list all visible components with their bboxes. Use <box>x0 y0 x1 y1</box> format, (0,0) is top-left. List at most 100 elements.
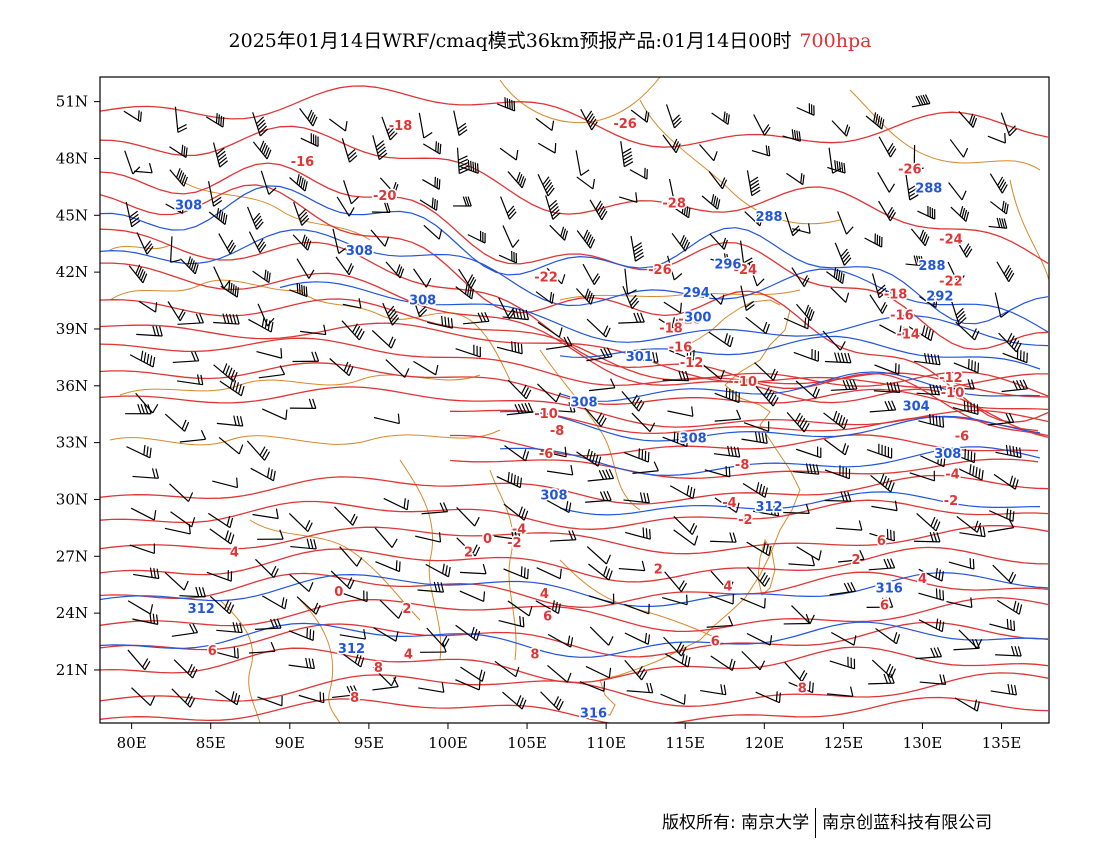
wind-barb <box>782 129 802 142</box>
wind-barb <box>335 256 354 276</box>
wind-barb <box>948 182 967 201</box>
wind-barb <box>742 482 768 498</box>
lat-label: 39N <box>56 320 88 338</box>
height-contour-label: 308 <box>175 199 202 214</box>
wind-barb <box>709 233 728 250</box>
wind-barb <box>540 446 567 458</box>
wind-barb <box>132 468 160 479</box>
wind-barb <box>788 555 815 567</box>
wind-barb <box>174 106 188 133</box>
wind-barb <box>913 531 941 543</box>
wind-barb <box>289 573 314 592</box>
isotherm-label: -22 <box>534 271 558 286</box>
wind-barb <box>911 94 931 108</box>
height-contour-label: 316 <box>876 581 903 596</box>
wind-barb <box>576 448 602 467</box>
wind-barb <box>138 300 158 313</box>
wind-barb <box>743 421 770 432</box>
wind-barb <box>909 470 936 482</box>
height-contour-line <box>100 621 1049 658</box>
wind-barb <box>662 370 690 382</box>
wind-barb <box>342 298 362 309</box>
wind-barb <box>662 594 688 606</box>
wind-barb <box>669 485 696 499</box>
wind-barb <box>463 311 490 325</box>
wind-barb <box>250 467 276 482</box>
wind-barb <box>292 234 312 251</box>
wind-barb <box>632 351 659 363</box>
wind-barb <box>711 111 730 125</box>
wind-barb <box>382 302 400 326</box>
wind-barb <box>952 400 979 415</box>
wind-barb <box>665 653 691 668</box>
wind-barb <box>919 295 938 309</box>
lon-label: 120E <box>745 734 785 752</box>
isotherm-label: 8 <box>374 661 383 676</box>
wind-barb <box>296 258 315 279</box>
wind-barb <box>824 438 849 456</box>
wind-barb <box>206 570 233 582</box>
wind-barb <box>169 236 181 263</box>
wind-barb <box>216 415 244 427</box>
wind-barb <box>124 150 141 175</box>
wind-barb <box>257 695 283 707</box>
isotherm-label: -6 <box>955 430 969 445</box>
wind-barb <box>866 443 893 459</box>
wind-barb <box>169 483 194 503</box>
wind-barb <box>949 139 969 158</box>
wind-barb <box>216 622 243 634</box>
wind-barb <box>822 330 846 351</box>
wind-barb <box>289 282 308 298</box>
wind-barb <box>745 316 770 334</box>
wind-barb <box>622 285 640 309</box>
wind-barb <box>746 541 772 557</box>
wind-barb-layer <box>123 94 1029 712</box>
isotherm-label: 8 <box>350 691 359 706</box>
wind-barb <box>618 560 646 572</box>
height-contour-label: 304 <box>903 399 930 414</box>
height-contour-line <box>100 185 1049 325</box>
wind-barb <box>370 229 390 247</box>
wind-barb <box>496 97 516 112</box>
wind-barb <box>673 529 699 546</box>
wind-barb <box>918 568 944 582</box>
wind-barb <box>704 466 731 478</box>
wind-barb <box>502 225 520 248</box>
wind-barb <box>494 528 521 541</box>
wind-barb <box>714 409 742 422</box>
wind-barb <box>180 256 199 275</box>
coastline-segment <box>109 429 501 446</box>
wind-barb <box>754 362 779 381</box>
wind-barb <box>576 229 596 249</box>
wind-barb <box>796 546 822 561</box>
wind-barb <box>547 665 572 683</box>
wind-barb <box>422 176 441 190</box>
wind-barb <box>585 665 612 679</box>
height-contour-label: 312 <box>338 642 365 657</box>
map-content: -18-16-20-26-28-26-24-24-26-22 -22-20-18-… <box>100 77 1049 723</box>
wind-barb <box>792 223 811 234</box>
wind-barb <box>507 379 532 400</box>
wind-barb <box>783 317 810 330</box>
wind-barb <box>583 406 607 427</box>
wind-barb <box>293 201 310 226</box>
wind-barb <box>248 231 267 254</box>
wind-barb <box>871 273 888 299</box>
wind-barb <box>129 350 156 368</box>
wind-barb <box>262 595 288 610</box>
wind-barb <box>540 691 564 711</box>
wind-barb <box>207 181 223 207</box>
isotherm-label: -26 <box>613 117 637 132</box>
height-contour-label: 308 <box>540 488 567 503</box>
lon-label: 110E <box>586 734 626 752</box>
wind-barb <box>828 147 842 174</box>
coastline-segment <box>1009 179 1049 281</box>
wind-barb <box>576 176 595 190</box>
wind-barb <box>127 649 151 671</box>
wind-barb <box>136 325 163 337</box>
wind-barb <box>873 381 901 394</box>
wind-barb <box>910 228 930 247</box>
wind-barb <box>916 384 944 396</box>
wind-barb <box>710 532 737 543</box>
